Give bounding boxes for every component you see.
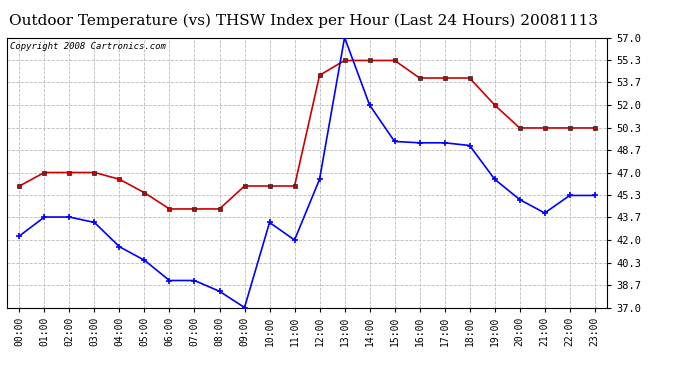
Text: Copyright 2008 Cartronics.com: Copyright 2008 Cartronics.com xyxy=(10,42,166,51)
Text: Outdoor Temperature (vs) THSW Index per Hour (Last 24 Hours) 20081113: Outdoor Temperature (vs) THSW Index per … xyxy=(9,13,598,27)
